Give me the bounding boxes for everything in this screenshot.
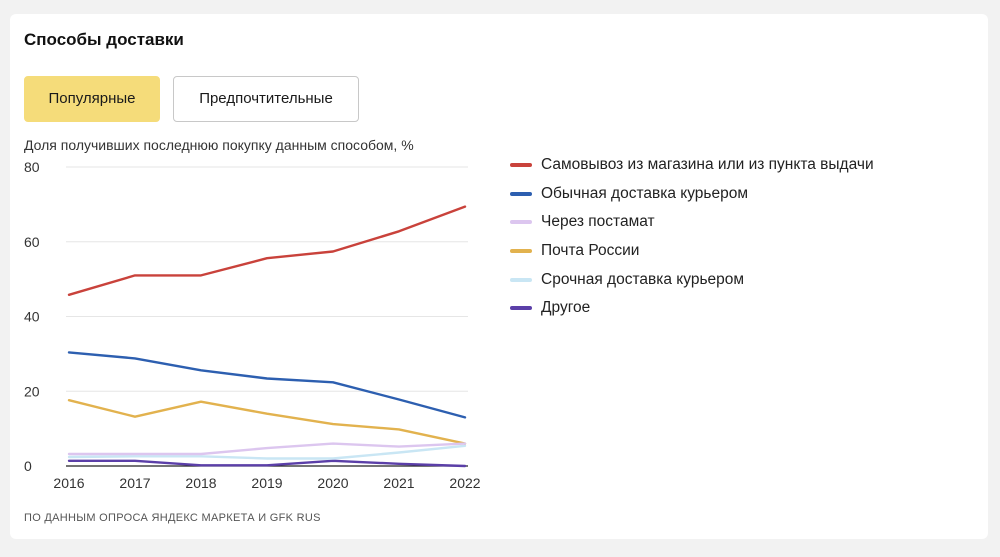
legend-swatch: [510, 220, 532, 225]
series-line: [67, 442, 467, 456]
y-tick-label: 60: [24, 234, 40, 250]
y-tick-label: 40: [24, 309, 40, 325]
x-tick-label: 2018: [185, 475, 216, 491]
source-note: ПО ДАННЫМ ОПРОСА ЯНДЕКС МАРКЕТА И GFK RU…: [24, 512, 321, 524]
legend-swatch: [510, 277, 532, 282]
x-tick-label: 2021: [383, 475, 414, 491]
series-line: [67, 459, 467, 468]
series-line: [67, 444, 467, 460]
legend-swatch: [510, 191, 532, 196]
series-line: [67, 399, 467, 445]
y-tick-label: 0: [24, 458, 32, 474]
chart-legend: Самовывоз из магазина или из пункта выда…: [510, 151, 874, 323]
tab-popular[interactable]: Популярные: [24, 76, 160, 122]
legend-label: Обычная доставка курьером: [541, 184, 749, 202]
legend-swatch: [510, 249, 532, 254]
legend-label: Другое: [541, 299, 591, 317]
x-tick-label: 2022: [449, 475, 480, 491]
y-tick-label: 80: [24, 159, 40, 175]
x-tick-label: 2016: [53, 475, 84, 491]
legend-swatch: [510, 306, 532, 311]
tab-preferred[interactable]: Предпочтительные: [173, 76, 359, 122]
delivery-methods-card: Способы доставки Популярные Предпочтител…: [10, 14, 988, 539]
legend-item: Срочная доставка курьером: [510, 265, 874, 294]
series-line: [67, 351, 467, 419]
y-tick-label: 20: [24, 383, 40, 399]
legend-label: Самовывоз из магазина или из пункта выда…: [541, 156, 874, 174]
legend-item: Самовывоз из магазина или из пункта выда…: [510, 151, 874, 180]
x-tick-label: 2017: [119, 475, 150, 491]
legend-item: Другое: [510, 294, 874, 323]
card-title: Способы доставки: [24, 30, 184, 49]
legend-item: Через постамат: [510, 208, 874, 237]
legend-label: Почта России: [541, 242, 640, 260]
legend-label: Через постамат: [541, 213, 655, 231]
x-tick-label: 2019: [251, 475, 282, 491]
legend-swatch: [510, 163, 532, 168]
legend-label: Срочная доставка курьером: [541, 270, 745, 288]
y-axis-label: Доля получивших последнюю покупку данным…: [24, 137, 414, 153]
legend-item: Почта России: [510, 237, 874, 266]
x-tick-label: 2020: [317, 475, 348, 491]
line-chart: 0 20 40 60 80 2016 2017 2018 2019 2020 2021 2022: [24, 159, 481, 491]
series-line: [67, 205, 467, 296]
legend-item: Обычная доставка курьером: [510, 180, 874, 209]
